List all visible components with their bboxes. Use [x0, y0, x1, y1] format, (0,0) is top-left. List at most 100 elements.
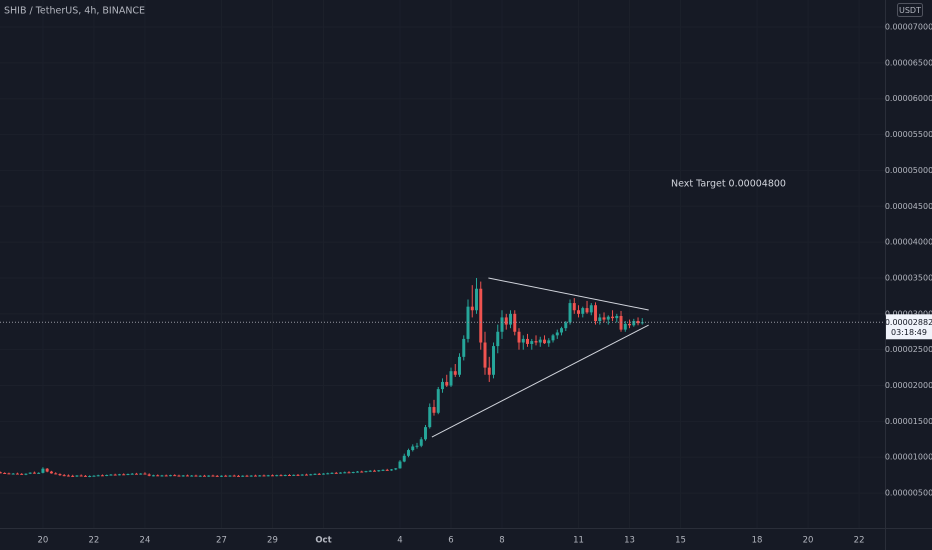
candle-body	[338, 472, 342, 474]
candle-body	[407, 450, 410, 456]
candle-body	[71, 475, 75, 477]
candle-body	[581, 308, 585, 314]
candle-body	[249, 475, 253, 477]
candle-body	[139, 473, 143, 475]
candle-body	[181, 475, 185, 477]
candle-body	[606, 316, 610, 320]
candle-body	[628, 323, 632, 326]
candle-body	[134, 473, 138, 475]
candle-body	[534, 341, 538, 343]
candle-body	[334, 472, 338, 474]
candle-body	[373, 470, 376, 472]
candle-body	[37, 472, 41, 474]
candle-body	[394, 468, 398, 470]
candle-body	[432, 407, 436, 413]
x-tick-label: 15	[675, 536, 686, 546]
candle-body	[24, 473, 28, 475]
x-tick-label: 6	[448, 536, 453, 546]
currency[interactable]: USDT	[899, 6, 921, 15]
candle-body	[611, 316, 615, 319]
candle-body	[198, 475, 202, 477]
candle-body	[615, 315, 619, 319]
candle-body	[41, 468, 45, 473]
candle-body	[236, 475, 240, 477]
candle-body	[92, 475, 96, 477]
candle-body	[190, 475, 194, 477]
candle-body	[79, 475, 83, 477]
candle-body	[20, 473, 24, 475]
y-tick-label: 0.00001500	[885, 417, 932, 426]
candle-body	[130, 473, 134, 475]
candle-body	[551, 335, 555, 341]
candle-body	[385, 469, 389, 471]
candle-body	[500, 317, 504, 332]
candle-body	[479, 288, 483, 343]
candle-body	[109, 474, 113, 476]
trend-line	[431, 324, 649, 438]
y-tick-label: 0.00003000	[885, 309, 932, 318]
candle-body	[151, 475, 155, 477]
candle-body	[453, 371, 457, 375]
candle-body	[275, 475, 279, 477]
candle-body	[475, 288, 478, 311]
candle-body	[398, 461, 402, 469]
price-label: 0.00002882	[885, 318, 932, 327]
candle-body	[462, 338, 466, 357]
candle-body	[283, 475, 287, 477]
candle-body	[45, 468, 49, 472]
candle-body	[262, 475, 266, 477]
candle-body	[54, 473, 58, 475]
y-tick-label: 0.00004500	[885, 202, 932, 211]
candle-body	[279, 475, 283, 477]
candle-body	[126, 474, 130, 476]
candle-body	[564, 322, 568, 329]
candle-body	[313, 473, 317, 475]
candle-body	[287, 475, 291, 477]
candle-body	[105, 475, 109, 477]
candle-body	[585, 308, 589, 313]
candle-body	[526, 338, 530, 344]
x-tick-label: 24	[140, 536, 151, 546]
candle-body	[543, 339, 547, 344]
candle-body	[15, 473, 19, 475]
chart-title: SHIB / TetherUS, 4h, BINANCE	[4, 6, 145, 17]
candle-body	[62, 475, 66, 477]
candle-body	[292, 474, 296, 476]
candle-body	[11, 473, 15, 475]
candle-body	[185, 475, 189, 477]
candle-body	[168, 475, 172, 477]
candle-body	[381, 469, 385, 471]
candle-body	[96, 475, 100, 477]
candle-body	[360, 471, 364, 473]
candle-body	[347, 472, 351, 474]
candle-body	[509, 313, 512, 325]
candle-body	[224, 475, 228, 477]
y-tick-label: 0.00001000	[885, 453, 932, 462]
candle-body	[113, 474, 117, 476]
candle-body	[598, 317, 602, 322]
candle-body	[496, 331, 500, 347]
candle-body	[547, 340, 551, 344]
y-tick-label: 0.00007000	[885, 23, 932, 32]
x-tick-label: 27	[216, 536, 227, 546]
x-tick-label: 8	[499, 536, 504, 546]
currency-box[interactable]	[897, 3, 923, 17]
candle-body	[355, 471, 359, 473]
candle-body	[177, 475, 181, 477]
candle-body	[364, 471, 368, 473]
candle-body	[241, 475, 245, 477]
candle-body	[487, 367, 491, 375]
y-tick-label: 0.00006000	[885, 94, 932, 103]
candle-body	[258, 475, 262, 477]
candle-body	[538, 339, 542, 343]
candle-body	[160, 475, 164, 477]
trend-line	[488, 277, 649, 311]
x-tick-label: 11	[573, 536, 584, 546]
candle-body	[483, 342, 487, 368]
candle-body	[602, 317, 606, 320]
x-tick-label: 13	[624, 536, 635, 546]
candle-body	[304, 474, 308, 476]
candle-body	[492, 346, 495, 375]
x-tick-label: 4	[397, 536, 402, 546]
